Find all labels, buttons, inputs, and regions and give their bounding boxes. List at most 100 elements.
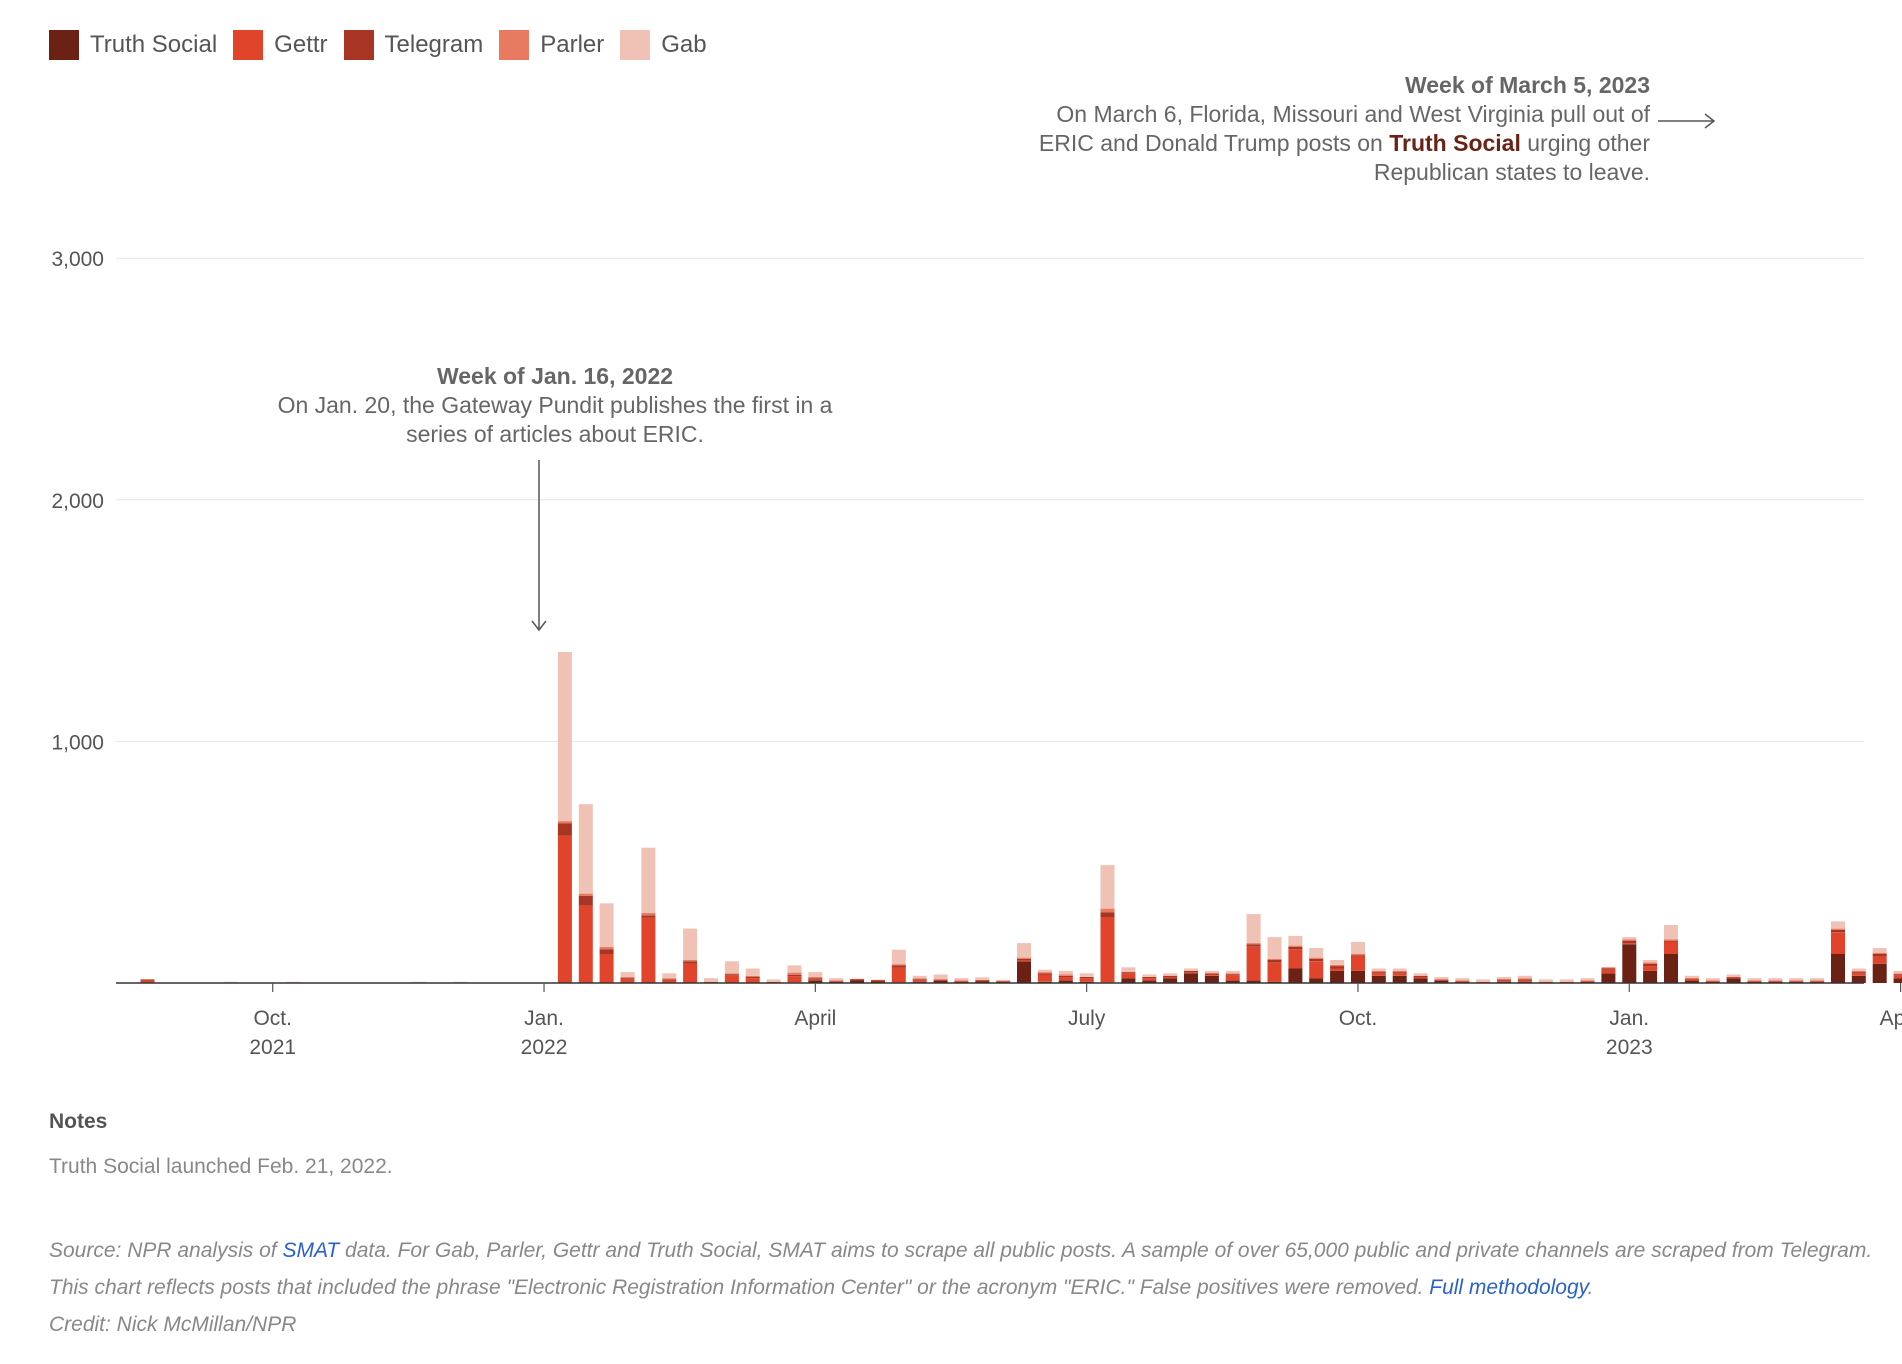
bar-segment (1831, 929, 1845, 933)
bar-segment (787, 972, 802, 975)
annotation-text-part: urging other (1521, 130, 1650, 156)
bar-segment (1497, 979, 1511, 981)
x-tick-label: 2023 (1606, 1036, 1653, 1059)
bar-segment (891, 949, 906, 965)
bar-segment (1517, 979, 1532, 981)
bar-segment (1831, 954, 1845, 983)
y-tick-label: 1,000 (51, 731, 104, 754)
legend-item-gettr: Gettr (233, 30, 328, 60)
annotation-highlight-truth-social: Truth Social (1389, 130, 1521, 156)
legend-swatch-truth-social (49, 30, 79, 60)
bar-segment (620, 978, 635, 980)
bar-segment (1726, 977, 1741, 979)
bar-segment (599, 954, 614, 983)
bar-segment (1851, 972, 1866, 974)
bar-segment (975, 981, 990, 983)
bar-segment (745, 975, 760, 977)
legend-swatch-telegram (343, 30, 374, 60)
bar-segment (1517, 978, 1532, 980)
bar-segment (1810, 978, 1825, 981)
bar-segment (724, 975, 739, 983)
x-tick-label: April (1880, 1007, 1902, 1030)
bar-segment (1831, 932, 1845, 954)
bar-segment (1184, 970, 1198, 973)
bar-segment (1330, 966, 1345, 969)
bar-segment (1705, 978, 1720, 981)
bar-segment (1872, 948, 1887, 953)
bar-segment (787, 976, 802, 983)
bar-segment (1601, 973, 1616, 983)
full-methodology-link[interactable]: Full methodology (1429, 1276, 1588, 1299)
bar-segment (1246, 914, 1261, 944)
bar-segment (1392, 972, 1407, 974)
bar-segment (1768, 978, 1783, 981)
gridlines (116, 257, 1864, 742)
bar-segment (1851, 970, 1866, 973)
bar-segment (557, 652, 572, 822)
bar-segment (1246, 943, 1261, 945)
bar-segment (891, 965, 906, 968)
bar-segment (891, 967, 906, 983)
bar-segment (1079, 978, 1094, 982)
bar-segment (1100, 917, 1115, 983)
bar-segment (1163, 978, 1178, 983)
annotation-text: On Jan. 20, the Gateway Pundit publishes… (278, 392, 833, 418)
bar-segment (1037, 972, 1052, 974)
legend-item-truth-social: Truth Social (49, 30, 217, 60)
bar-segment (1601, 968, 1616, 970)
bar-segment (1351, 954, 1365, 956)
bar-segment (850, 978, 865, 981)
bar-segment (1246, 946, 1261, 981)
bar-segment (1288, 935, 1303, 946)
bar-segment (620, 979, 635, 983)
bar-segment (1789, 980, 1804, 982)
legend-swatch-gab (620, 30, 651, 60)
x-tick-label: Jan. (524, 1007, 564, 1030)
bar-segment (1037, 969, 1052, 973)
bar-segment (1371, 973, 1386, 976)
bar-segment (1267, 960, 1282, 963)
bar-segment (1058, 977, 1073, 981)
bar-segment (1267, 937, 1282, 959)
bar-segment (683, 963, 698, 983)
legend-item-parler: Parler (499, 30, 604, 60)
bar-segment (1142, 978, 1157, 981)
bar-segment (1017, 961, 1031, 983)
bar-segment (1100, 912, 1115, 917)
bar-segment (557, 823, 572, 836)
bar-segment (1413, 977, 1428, 979)
bar-segment (140, 980, 155, 983)
bar-segment (1058, 975, 1073, 977)
bar-segment (1831, 928, 1845, 930)
x-tick-label: 2022 (521, 1036, 568, 1059)
annotation-jan-2022: Week of Jan. 16, 2022 On Jan. 20, the Ga… (278, 363, 833, 632)
bar-segment (724, 974, 739, 976)
bar-segment (557, 835, 572, 983)
bar-segment (1643, 966, 1658, 971)
bar-segment (1017, 960, 1031, 962)
bar-segment (1893, 973, 1902, 975)
smat-link[interactable]: SMAT (282, 1239, 340, 1262)
x-tick-label: April (794, 1007, 836, 1030)
bar-segment (599, 949, 614, 954)
bar-segment (578, 905, 593, 983)
legend-label: Truth Social (90, 31, 218, 58)
bar-segment (1392, 968, 1407, 971)
bar-segment (1622, 943, 1637, 945)
annotation-text-part: ERIC and Donald Trump posts on (1039, 130, 1389, 156)
bar-segment (1789, 978, 1804, 981)
legend-item-telegram: Telegram (343, 30, 483, 60)
annotation-arrowhead (531, 620, 547, 632)
bar-segment (599, 946, 614, 950)
bar-segment (1768, 980, 1783, 982)
bar-segment (1037, 973, 1052, 975)
bar-segment (1079, 977, 1094, 979)
bar-segment (1726, 974, 1741, 977)
bar-segment (1559, 979, 1574, 982)
bar-segment (1142, 977, 1157, 979)
bar-segment (1413, 975, 1428, 977)
bar-segment (933, 979, 948, 981)
bar-segment (1580, 980, 1595, 982)
bar-segment (578, 896, 593, 906)
bar-segment (1351, 955, 1365, 957)
